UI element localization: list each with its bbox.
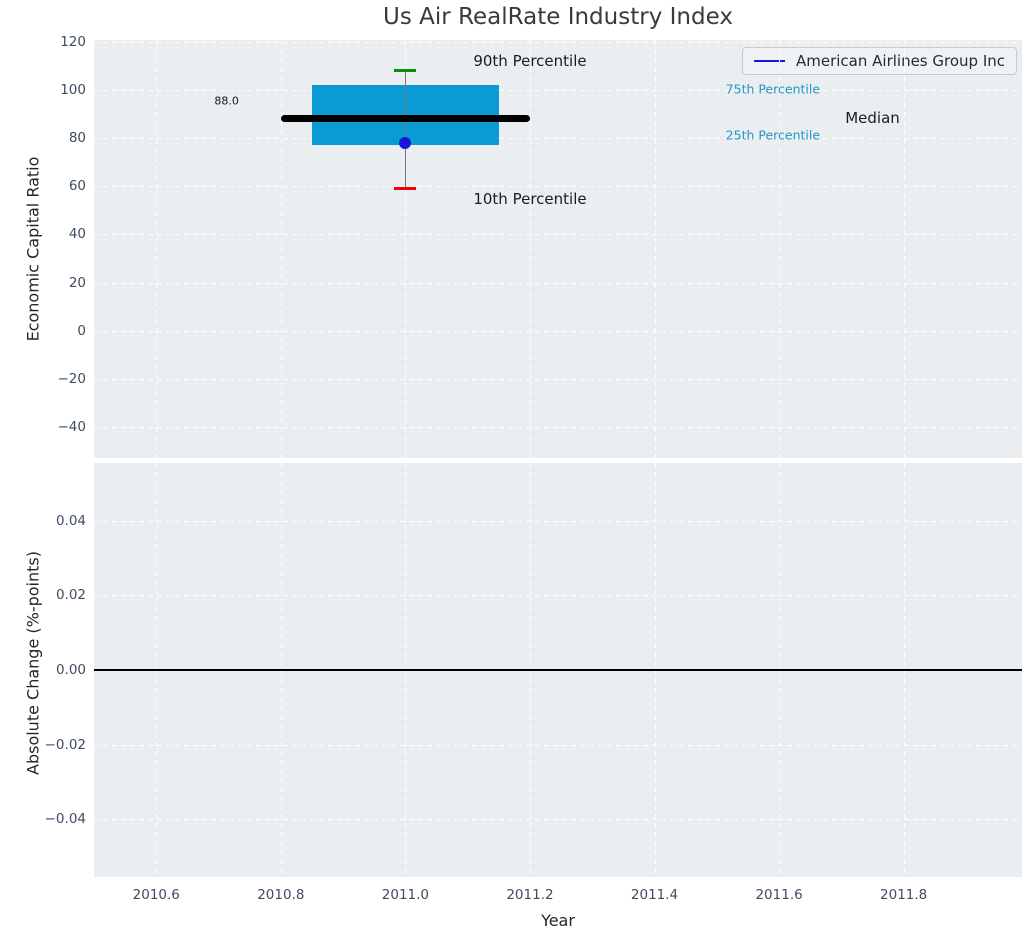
legend-line-icon	[753, 59, 785, 63]
x-gridline	[654, 40, 656, 458]
y-tick-label: −20	[57, 370, 87, 387]
y-gridline	[94, 41, 1022, 43]
x-tick-label: 2011.2	[506, 887, 554, 903]
x-gridline	[156, 40, 158, 458]
x-tick-label: 2011.4	[630, 887, 679, 903]
legend[interactable]: American Airlines Group Inc	[741, 47, 1017, 75]
y-gridline	[94, 138, 1022, 140]
y-gridline	[94, 819, 1022, 821]
y-gridline	[94, 186, 1022, 188]
p10-cap	[394, 187, 417, 191]
y-tick-label: −40	[57, 419, 87, 436]
x-tick-label: 2010.8	[257, 887, 305, 903]
y-tick-label: 0	[77, 322, 86, 339]
y-tick-label: 100	[60, 81, 86, 98]
90th-percentile-annotation: 90th Percentile	[473, 51, 587, 70]
x-gridline	[779, 40, 781, 458]
y-tick-label: 20	[68, 274, 86, 291]
y-tick-label: 80	[68, 130, 86, 147]
p90-cap	[394, 69, 417, 73]
y-gridline	[94, 282, 1022, 284]
zero-line	[94, 669, 1022, 671]
y-gridline	[94, 330, 1022, 332]
y-gridline	[94, 595, 1022, 597]
legend-label: American Airlines Group Inc	[795, 52, 1005, 70]
top-axes: American Airlines Group Inc 90th Percent…	[94, 40, 1022, 458]
company-point	[399, 136, 412, 149]
y-tick-label: 0.04	[55, 512, 86, 529]
median-line	[280, 115, 530, 123]
whisker-line	[404, 70, 407, 189]
y-tick-label: 0.02	[55, 587, 86, 604]
10th-percentile-annotation: 10th Percentile	[473, 190, 587, 208]
y-tick-label: −0.04	[44, 811, 86, 828]
x-gridline	[405, 40, 407, 458]
median-annotation: Median	[845, 109, 900, 128]
y-tick-label: 60	[68, 178, 86, 195]
y-tick-label: 120	[60, 33, 86, 50]
88-0-annotation: 88.0	[214, 94, 239, 108]
25th-percentile-annotation: 25th Percentile	[725, 127, 821, 143]
y-tick-label: −0.02	[44, 736, 86, 753]
x-axis-label: Year	[541, 911, 575, 930]
x-tick-label: 2011.6	[755, 887, 803, 903]
x-tick-label: 2010.6	[132, 887, 180, 903]
x-gridline	[529, 40, 531, 458]
x-gridline	[903, 40, 905, 458]
75th-percentile-annotation: 75th Percentile	[725, 81, 821, 97]
x-tick-label: 2011.8	[880, 887, 928, 903]
y-gridline	[94, 234, 1022, 236]
y-gridline	[94, 427, 1022, 429]
y-gridline	[94, 378, 1022, 380]
y-gridline	[94, 89, 1022, 91]
x-gridline	[280, 40, 282, 458]
y-tick-label: 0.00	[55, 662, 86, 678]
bottom-axes	[94, 463, 1022, 877]
x-tick-label: 2011.0	[381, 887, 430, 903]
y-gridline	[94, 744, 1022, 746]
y-gridline	[94, 520, 1022, 522]
chart-title: Us Air RealRate Industry Index	[383, 4, 733, 30]
y-tick-label: 40	[68, 226, 86, 243]
